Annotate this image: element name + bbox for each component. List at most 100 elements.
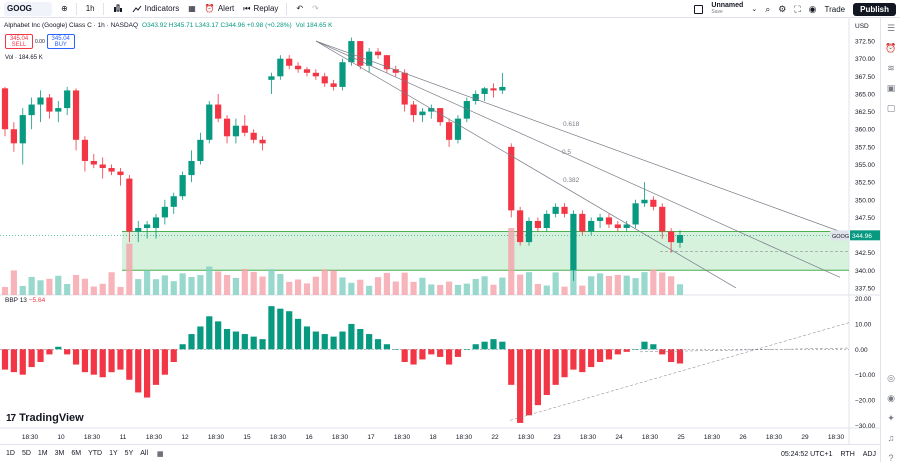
rth-toggle[interactable]: RTH — [840, 450, 855, 458]
replay-label: Replay — [253, 4, 279, 13]
chart-canvas[interactable]: 0.618 0.5 0.382 372.50 370.00 367.50 365.00 36… — [0, 18, 900, 462]
time-tick-label: 18:30 — [828, 434, 845, 441]
redo-icon[interactable]: ↷ — [312, 4, 319, 13]
range-3m[interactable]: 3M — [54, 450, 65, 457]
candle-body — [596, 217, 604, 221]
bbp-tick-label: −10.00 — [855, 372, 875, 379]
interval-button[interactable]: 1h — [85, 4, 95, 13]
range-5d[interactable]: 5D — [21, 450, 31, 457]
trade-button[interactable]: Trade — [824, 4, 846, 14]
bbp-tick-label: −20.00 — [855, 398, 875, 405]
bell-icon[interactable]: ♫ — [887, 433, 895, 443]
alert-button[interactable]: ⏰ Alert — [205, 4, 234, 13]
indicators-label: Indicators — [144, 4, 180, 13]
sell-label: SELL — [11, 41, 27, 48]
candle-body — [392, 69, 399, 73]
symbol-title[interactable]: Alphabet Inc (Google) Class C · 1h · NAS… — [4, 22, 139, 29]
bbp-bar — [179, 344, 186, 350]
chart-type-icon[interactable] — [113, 4, 123, 14]
tradingview-logo-icon: 17 — [6, 412, 16, 424]
candle-body — [99, 164, 106, 169]
bottom-bar: 1D 5D 1M 3M 6M YTD 1Y 5Y All ▦ 05:24:52 UTC+1 RT… — [0, 444, 880, 462]
target-icon[interactable]: ◎ — [887, 372, 895, 383]
range-6m[interactable]: 6M — [71, 450, 82, 457]
range-ytd[interactable]: YTD — [88, 450, 103, 457]
candle-body — [330, 83, 337, 87]
settings-icon[interactable]: ⚙ — [778, 3, 787, 14]
symbol-search[interactable]: GOOG — [4, 1, 52, 16]
range-all[interactable]: All — [140, 450, 149, 457]
range-5y[interactable]: 5Y — [124, 450, 134, 457]
calendar-icon[interactable]: ▣ — [886, 82, 896, 93]
fib-fan[interactable]: 0.618 0.5 0.382 — [315, 40, 841, 289]
volume-bar — [410, 281, 417, 295]
bbp-bar — [303, 326, 311, 350]
range-1m[interactable]: 1M — [37, 450, 48, 457]
candle-body — [108, 168, 115, 172]
ideas-icon[interactable]: ◉ — [887, 392, 895, 403]
volume-bar — [508, 228, 515, 295]
sell-price: 345.04 — [9, 35, 29, 42]
price-tick-label: 347.50 — [855, 215, 875, 222]
bbp-bar — [10, 349, 17, 373]
fullscreen-icon[interactable]: ⛶ — [794, 3, 801, 14]
undo-icon[interactable]: ↶ — [296, 4, 304, 13]
bbp-bar — [570, 349, 577, 370]
bbp-bar — [579, 349, 586, 373]
date-range-icon[interactable]: ▦ — [157, 450, 164, 458]
adj-toggle[interactable]: ADJ — [862, 450, 876, 458]
indicators-button[interactable]: Indicators — [132, 4, 180, 14]
bbp-bar — [410, 349, 417, 365]
sell-button[interactable]: 345.04 SELL — [5, 34, 33, 49]
bulb-icon[interactable]: ✦ — [887, 412, 895, 423]
price-tag-symbol: GOOG — [832, 234, 849, 240]
volume-bar — [499, 277, 506, 295]
range-1d[interactable]: 1D — [6, 450, 15, 457]
tradingview-logo[interactable]: 17 TradingView — [6, 412, 84, 424]
layout-name-label: Unnamed — [711, 2, 744, 9]
volume-bar — [481, 276, 488, 295]
layout-checkbox-icon[interactable] — [694, 4, 704, 14]
buy-button[interactable]: 345.04 BUY — [46, 34, 75, 49]
candle-body — [10, 129, 17, 144]
watchlist-icon[interactable]: ☰ — [886, 22, 896, 33]
volume-bar — [588, 276, 595, 295]
time-tick-label: 18:30 — [456, 434, 473, 441]
volume-bar — [250, 271, 257, 295]
time-tick-label: 11 — [120, 434, 127, 441]
bbp-bar — [401, 349, 408, 362]
bbp-bar — [321, 334, 328, 350]
symbol-label: GOOG — [7, 4, 32, 13]
volume-bar — [152, 279, 160, 295]
fib-level-label: 0.5 — [562, 149, 571, 156]
price-tick-label: 357.50 — [855, 144, 875, 151]
publish-button[interactable]: Publish — [853, 2, 896, 16]
bbp-bar — [108, 349, 115, 373]
layout-name[interactable]: Unnamed Save — [711, 2, 743, 16]
volume-bar — [419, 277, 426, 295]
help-icon[interactable]: ? — [888, 453, 894, 462]
chevron-down-icon[interactable]: ⌄ — [751, 6, 758, 13]
replay-button[interactable]: ⏮ Replay — [243, 4, 278, 14]
clock[interactable]: 05:24:52 UTC+1 — [780, 450, 833, 458]
volume-bar — [170, 281, 177, 295]
camera-icon[interactable]: ◉ — [808, 3, 817, 14]
search-icon[interactable]: ⌕ — [765, 3, 771, 14]
buy-price: 345.04 — [51, 35, 70, 42]
volume-bar — [330, 270, 337, 295]
layers-icon[interactable]: ≋ — [887, 62, 895, 73]
add-symbol-icon[interactable]: ⊕ — [61, 4, 68, 13]
chat-icon[interactable]: ▢ — [886, 102, 896, 113]
candle-body — [401, 72, 408, 105]
indicator-name[interactable]: BBP 13 — [5, 297, 27, 304]
fan-line — [315, 40, 737, 289]
time-tick-label: 18:30 — [270, 434, 287, 441]
layouts-icon[interactable]: ▦ — [188, 4, 196, 13]
time-tick-label: 17 — [367, 434, 375, 441]
bbp-bar — [28, 349, 35, 368]
candle-body — [490, 88, 497, 91]
alerts-icon[interactable]: ⏰ — [885, 42, 897, 53]
volume-bar — [383, 272, 391, 295]
range-1y[interactable]: 1Y — [109, 450, 118, 457]
chart-legend: Alphabet Inc (Google) Class C · 1h · NAS… — [4, 22, 333, 29]
